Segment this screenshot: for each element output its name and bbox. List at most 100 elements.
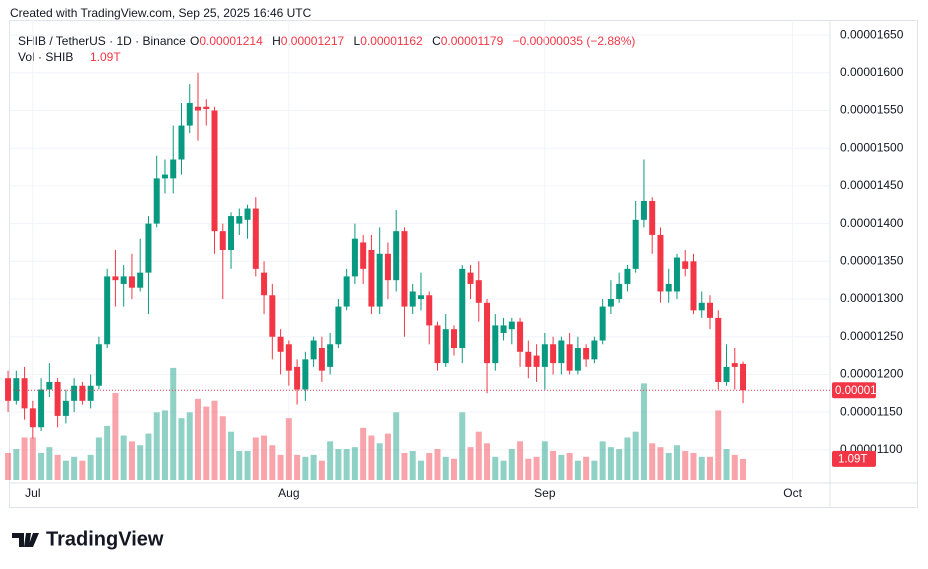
- candle-body: [310, 340, 317, 360]
- volume-bar: [112, 393, 119, 480]
- volume-bar: [145, 433, 152, 480]
- candle-body: [459, 268, 466, 349]
- x-tick-label: Oct: [783, 486, 802, 500]
- candle-body: [195, 106, 202, 111]
- volume-legend-value: 1.09T: [90, 50, 121, 64]
- y-tick-label: 0.00001600: [840, 65, 904, 79]
- candle-body: [740, 363, 747, 391]
- candle-body: [451, 329, 458, 349]
- candle-body: [161, 174, 168, 179]
- candle-body: [236, 216, 243, 224]
- candle-body: [327, 344, 334, 367]
- candle-body: [360, 242, 367, 269]
- candle-body: [591, 340, 598, 360]
- chart-frame: [9, 20, 918, 508]
- volume-bar: [54, 454, 61, 480]
- candle-body: [673, 257, 680, 292]
- candle-body: [46, 381, 53, 390]
- volume-bar: [475, 431, 482, 480]
- candle-body: [294, 366, 301, 390]
- candle-body: [583, 348, 590, 360]
- volume-bar: [310, 454, 317, 480]
- candle-body: [186, 102, 193, 126]
- volume-bar: [591, 460, 598, 480]
- volume-bar: [525, 458, 532, 480]
- volume-bar: [583, 456, 590, 480]
- volume-bar: [649, 443, 656, 480]
- legend-key: L: [354, 34, 361, 48]
- candle-body: [153, 178, 160, 224]
- candle-body: [665, 283, 672, 292]
- volume-bar: [698, 456, 705, 480]
- volume-bar: [500, 460, 507, 480]
- candle-body: [492, 325, 499, 364]
- volume-bar: [550, 451, 557, 480]
- candle-body: [95, 344, 102, 386]
- candle-body: [426, 295, 433, 326]
- candle-body: [508, 321, 515, 330]
- volume-bar: [467, 447, 474, 480]
- volume-bar: [228, 431, 235, 480]
- candle-body: [550, 344, 557, 364]
- volume-bar: [624, 437, 631, 480]
- volume-bar: [599, 441, 606, 480]
- volume-bar: [269, 445, 276, 480]
- volume-bar: [451, 458, 458, 480]
- y-tick-label: 0.00001500: [840, 140, 904, 154]
- volume-bar: [665, 452, 672, 480]
- volume-bar: [376, 443, 383, 480]
- y-tick-label: 0.00001550: [840, 103, 904, 117]
- volume-bar: [120, 435, 127, 480]
- candle-body: [203, 106, 210, 109]
- volume-bar: [459, 412, 466, 480]
- volume-bar: [38, 452, 45, 480]
- candle-body: [79, 385, 86, 401]
- candle-body: [219, 231, 226, 250]
- volume-bar: [434, 449, 441, 480]
- candles: [5, 72, 747, 439]
- candle-body: [29, 408, 36, 428]
- volume-bar: [46, 447, 53, 480]
- candle-body: [285, 344, 292, 371]
- volume-bar: [87, 454, 94, 480]
- candle-body: [62, 400, 69, 416]
- candle-body: [409, 291, 416, 307]
- candle-body: [517, 321, 524, 352]
- candle-body: [566, 344, 573, 371]
- candle-body: [128, 276, 135, 288]
- candle-body: [269, 295, 276, 337]
- candle-body: [599, 306, 606, 341]
- candle-body: [261, 272, 268, 296]
- legend-key: H: [272, 34, 281, 48]
- volume-bar: [368, 435, 375, 480]
- volume-bar: [632, 431, 639, 480]
- volume-bar: [607, 447, 614, 480]
- candle-body: [401, 231, 408, 307]
- candle-body: [442, 329, 449, 364]
- volume-bar: [104, 425, 111, 480]
- volume-bar: [79, 460, 86, 480]
- candle-body: [145, 223, 152, 273]
- x-tick-label: Aug: [278, 486, 299, 500]
- candle-body: [104, 276, 111, 345]
- grid: [10, 20, 830, 480]
- volume-bar: [13, 449, 20, 480]
- volume-bar: [541, 441, 548, 480]
- candle-body: [137, 272, 144, 288]
- volume-bar: [236, 451, 243, 480]
- candle-body: [5, 378, 12, 401]
- volume-bar: [351, 447, 358, 480]
- legend-value: 0.00001217: [281, 34, 345, 48]
- candle-body: [475, 280, 482, 303]
- candle-body: [393, 231, 400, 281]
- legend-value: 0.00001214: [199, 34, 263, 48]
- volume-bar: [219, 416, 226, 480]
- volume-bar: [393, 412, 400, 480]
- candle-body: [244, 208, 251, 220]
- candle-body: [71, 385, 78, 401]
- candle-body: [228, 216, 235, 250]
- candle-body: [500, 325, 507, 333]
- volume-bar: [29, 437, 36, 480]
- candle-body: [376, 253, 383, 307]
